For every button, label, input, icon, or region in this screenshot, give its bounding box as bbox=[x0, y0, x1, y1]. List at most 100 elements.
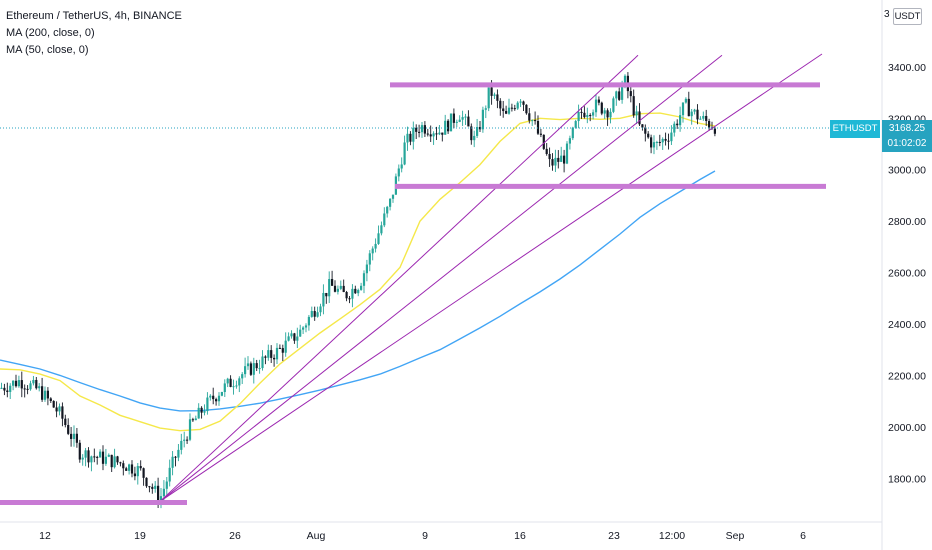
candle-body bbox=[365, 264, 368, 274]
candle-body bbox=[409, 133, 412, 142]
candle-body bbox=[261, 356, 264, 369]
candle-body bbox=[255, 363, 258, 369]
candle-body bbox=[583, 112, 586, 118]
candle-body bbox=[449, 113, 453, 132]
candle-body bbox=[20, 380, 23, 389]
candle-body bbox=[391, 194, 395, 199]
candle-body bbox=[641, 124, 644, 128]
candle-body bbox=[548, 153, 551, 160]
candle-body bbox=[545, 148, 548, 154]
candle-body bbox=[522, 101, 525, 105]
candle-body bbox=[328, 279, 331, 297]
candle-body bbox=[658, 141, 661, 143]
candle-body bbox=[371, 248, 374, 254]
candle-body bbox=[360, 285, 363, 290]
ma-50-line bbox=[0, 112, 716, 432]
legend-symbol[interactable]: Ethereum / TetherUS, 4h, BINANCE bbox=[6, 10, 182, 22]
candle-body bbox=[154, 485, 157, 489]
candle-body bbox=[67, 424, 70, 434]
candle-body bbox=[249, 363, 252, 375]
candle-body bbox=[542, 134, 545, 149]
candle-body bbox=[589, 115, 592, 117]
candle-body bbox=[487, 87, 490, 109]
candle-body bbox=[693, 109, 696, 112]
candle-body bbox=[226, 378, 229, 384]
candle-body bbox=[377, 233, 380, 244]
candle-body bbox=[125, 468, 128, 471]
candle-body bbox=[420, 125, 424, 133]
candle-body bbox=[325, 292, 328, 297]
candle-body bbox=[623, 75, 627, 87]
currency-button[interactable]: USDT bbox=[893, 8, 922, 25]
candle-body bbox=[310, 311, 313, 317]
candle-body bbox=[499, 100, 502, 109]
candle-body bbox=[116, 456, 119, 463]
candle-body bbox=[580, 111, 583, 113]
trendline bbox=[159, 53, 823, 502]
candle-body bbox=[505, 111, 508, 114]
candle-body bbox=[246, 363, 250, 367]
candle-body bbox=[534, 120, 537, 122]
ma-200-line bbox=[0, 170, 716, 412]
candle-body bbox=[32, 379, 35, 384]
candle-body bbox=[29, 383, 32, 390]
candle-body bbox=[197, 407, 200, 419]
candle-body bbox=[708, 121, 711, 128]
candle-body bbox=[168, 467, 171, 482]
candle-body bbox=[215, 399, 218, 402]
candle-body bbox=[418, 131, 421, 133]
candle-body bbox=[412, 127, 415, 142]
candle-body bbox=[6, 390, 9, 392]
candle-body bbox=[186, 439, 189, 441]
candle-body bbox=[333, 285, 337, 292]
candle-body bbox=[336, 288, 339, 292]
chart-legend: Ethereum / TetherUS, 4h, BINANCE MA (200… bbox=[6, 8, 182, 59]
candle-body bbox=[647, 133, 650, 138]
candle-body bbox=[258, 368, 261, 370]
candle-body bbox=[423, 125, 426, 134]
candle-body bbox=[612, 98, 615, 112]
candle-body bbox=[313, 311, 316, 317]
candle-body bbox=[380, 225, 383, 234]
candle-body bbox=[223, 383, 226, 393]
candle-body bbox=[302, 327, 305, 330]
candle-body bbox=[621, 86, 624, 100]
candle-body bbox=[9, 385, 12, 392]
candles bbox=[0, 72, 716, 509]
candle-body bbox=[87, 450, 90, 463]
candle-body bbox=[220, 392, 223, 396]
candle-body bbox=[681, 102, 685, 116]
price-tick-label: 1800.00 bbox=[888, 473, 926, 485]
candle-body bbox=[267, 350, 270, 358]
candle-body bbox=[513, 108, 516, 110]
candle-body bbox=[386, 206, 389, 214]
candle-body bbox=[281, 348, 284, 353]
candle-body bbox=[441, 132, 444, 135]
candle-body bbox=[72, 433, 76, 439]
candle-body bbox=[96, 456, 99, 458]
candle-body bbox=[568, 138, 571, 144]
candle-body bbox=[702, 115, 705, 119]
legend-ma50[interactable]: MA (50, close, 0) bbox=[6, 44, 89, 56]
candle-body bbox=[61, 406, 64, 419]
candle-body bbox=[632, 96, 635, 116]
legend-ma200[interactable]: MA (200, close, 0) bbox=[6, 27, 95, 39]
candle-body bbox=[519, 101, 522, 103]
candle-body bbox=[139, 466, 142, 469]
candle-body bbox=[64, 418, 67, 425]
candle-body bbox=[655, 141, 658, 143]
candle-body bbox=[75, 433, 78, 443]
candle-body bbox=[188, 419, 192, 440]
candle-body bbox=[133, 473, 136, 477]
candle-body bbox=[12, 380, 15, 386]
time-tick-label: 23 bbox=[608, 530, 620, 542]
candle-body bbox=[435, 133, 438, 135]
candle-body bbox=[493, 94, 496, 96]
candle-body bbox=[270, 350, 273, 358]
candle-body bbox=[58, 406, 61, 412]
time-tick-label: 12 bbox=[39, 530, 51, 542]
candle-body bbox=[252, 363, 255, 375]
candle-body bbox=[244, 366, 247, 375]
price-axis: 1800.00 2000.00 2200.00 2400.00 2600.00 2800.… bbox=[881, 0, 926, 550]
